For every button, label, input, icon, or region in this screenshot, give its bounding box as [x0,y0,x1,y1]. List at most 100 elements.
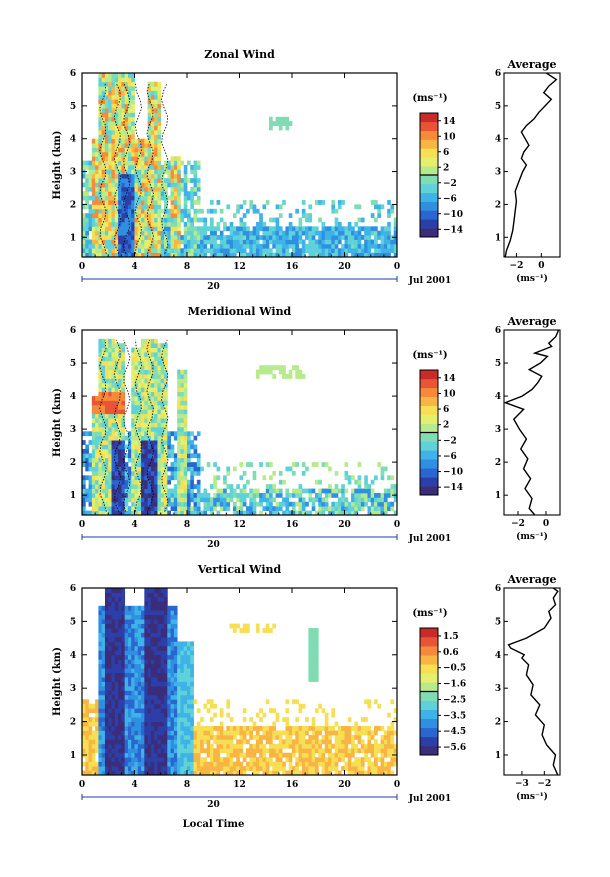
average-profile-line [505,73,556,257]
colorbar-swatch [420,406,438,415]
colorbar-swatch [420,184,438,193]
date-label: Jul 2001 [408,534,451,544]
colorbar-tick-label: 6 [443,148,449,158]
zonal-heatmap [82,73,397,257]
colorbar-swatch [420,450,438,459]
colorbar-swatch [420,140,438,149]
colorbar-tick-label: −6 [443,194,457,204]
y-tick-label: 5 [70,617,76,627]
average-y-tick-label: 6 [495,69,501,79]
colorbar-tick-label: 0.6 [443,648,459,658]
average-y-tick-label: 6 [495,326,501,336]
average-y-tick-label: 4 [495,392,501,402]
vertical-heatmap [82,588,397,775]
x-tick-label: 12 [233,520,246,530]
date-day-label: 20 [207,540,220,550]
average-x-tick-label: −2 [511,519,525,529]
y-tick-label: 1 [70,491,76,501]
colorbar-swatch [420,628,438,637]
x-tick-label: 8 [184,262,190,272]
colorbar-swatch [420,157,438,166]
colorbar-tick-label: −2 [443,436,457,446]
x-tick-label: 0 [79,262,85,272]
colorbar-swatch [420,175,438,184]
average-y-tick-label: 6 [495,584,501,594]
average-title: Average [506,58,556,71]
date-label: Jul 2001 [408,794,451,804]
y-tick-label: 1 [70,233,76,243]
average-x-label: (ms⁻¹) [516,273,548,284]
y-tick-label: 1 [70,751,76,761]
average-x-tick-label: −2 [537,779,551,789]
y-tick-label: 5 [70,102,76,112]
colorbar-swatch [420,737,438,746]
x-tick-label: 12 [233,780,246,790]
x-tick-label: 4 [131,780,137,790]
x-tick-label: 0 [79,520,85,530]
average-title: Average [506,573,556,586]
colorbar-tick-label: 2 [443,421,449,431]
average-y-tick-label: 3 [495,684,501,694]
x-tick-label: 16 [286,520,299,530]
x-tick-label: 20 [338,780,351,790]
colorbar-tick-label: 10 [443,389,456,399]
colorbar-tick-label: 1.5 [443,632,459,642]
colorbar-swatch [420,664,438,673]
colorbar-swatch [420,692,438,701]
average-y-tick-label: 1 [495,233,501,243]
colorbar-tick-label: −2 [443,179,457,189]
colorbar-swatch [420,673,438,682]
colorbar-tick-label: −0.5 [443,664,466,674]
y-tick-label: 4 [70,651,76,661]
x-tick-label: 0 [79,780,85,790]
colorbar-tick-label: −4.5 [443,727,466,737]
y-tick-label: 6 [70,69,76,79]
meridional-heatmap [82,339,397,516]
colorbar-swatch [420,746,438,755]
colorbar-swatch [420,193,438,202]
y-tick-label: 3 [70,425,76,435]
colorbar-swatch [420,370,438,379]
colorbar-tick-label: 10 [443,132,456,142]
average-x-tick-label: 0 [543,519,549,529]
y-axis-label: Height (km) [52,131,63,200]
colorbar-tick-label: 2 [443,163,449,173]
colorbar-tick-label: −14 [443,225,463,235]
x-tick-label: 12 [233,262,246,272]
x-tick-label: 20 [338,520,351,530]
colorbar-tick-label: −6 [443,452,457,462]
colorbar-tick-label: −5.6 [443,743,466,753]
x-tick-label: 16 [286,780,299,790]
colorbar-swatch [420,433,438,442]
y-tick-label: 2 [70,458,76,468]
colorbar-tick-label: 14 [443,374,456,384]
colorbar-swatch [420,379,438,388]
average-y-tick-label: 5 [495,359,501,369]
y-tick-label: 5 [70,359,76,369]
colorbar-tick-label: −1.6 [443,680,466,690]
y-tick-label: 6 [70,584,76,594]
colorbar-tick-label: −2.5 [443,695,466,705]
average-y-tick-label: 1 [495,751,501,761]
average-profile-line [505,330,558,515]
x-tick-label: 4 [131,262,137,272]
date-day-label: 20 [207,800,220,810]
average-y-tick-label: 2 [495,458,501,468]
y-axis-label: Height (km) [52,647,63,716]
colorbar-tick-label: 14 [443,117,456,127]
average-y-tick-label: 5 [495,617,501,627]
y-tick-label: 2 [70,200,76,210]
average-x-label: (ms⁻¹) [516,791,548,802]
x-tick-label: 0 [394,780,400,790]
average-y-tick-label: 3 [495,425,501,435]
average-frame [504,330,560,515]
colorbar-unit: (ms⁻¹) [412,93,447,104]
average-y-tick-label: 2 [495,200,501,210]
colorbar-swatch [420,131,438,140]
average-y-tick-label: 2 [495,718,501,728]
colorbar-swatch [420,646,438,655]
colorbar-swatch [420,477,438,486]
colorbar-tick-label: −10 [443,210,463,220]
average-y-tick-label: 3 [495,168,501,178]
